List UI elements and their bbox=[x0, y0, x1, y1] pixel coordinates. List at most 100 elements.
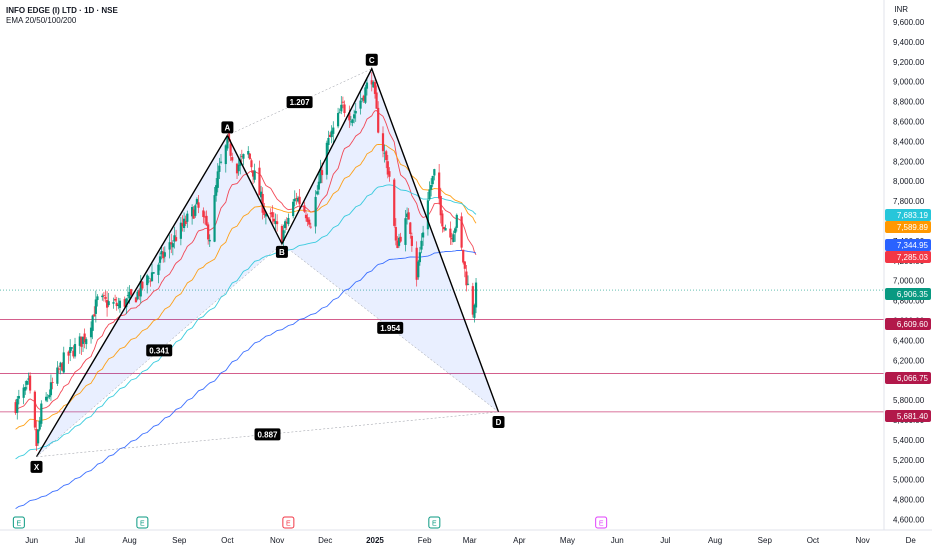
candle-body bbox=[134, 297, 138, 303]
time-axis[interactable]: Jun Jul Aug Sep Oct Nov Dec 2025 Feb Mar Apr May Jun… bbox=[0, 529, 932, 545]
earnings-event-badge bbox=[136, 516, 149, 529]
candle-body bbox=[80, 336, 83, 347]
earnings-event-label: E bbox=[432, 521, 437, 528]
price-tick-label: 8,000.00 bbox=[893, 177, 925, 186]
candle-body bbox=[314, 196, 317, 227]
candle-body bbox=[91, 315, 94, 331]
candle-body bbox=[442, 227, 446, 230]
candle-body bbox=[218, 165, 221, 172]
candle-body bbox=[35, 428, 38, 447]
candle-body bbox=[235, 163, 239, 174]
candle-body bbox=[474, 282, 478, 308]
candle-body bbox=[361, 98, 364, 100]
price-tick-label: 5,800.00 bbox=[893, 396, 925, 405]
time-tick-label: Feb bbox=[418, 536, 432, 545]
pattern-ratio-bg bbox=[377, 321, 404, 334]
candle-body bbox=[259, 191, 263, 198]
candle-body bbox=[186, 213, 189, 222]
candle-body bbox=[152, 272, 155, 274]
price-tick-label: 5,200.00 bbox=[893, 456, 925, 465]
price-markers: 7,683.19 7,589.89 7,344.95 7,285.03 6,906.35… bbox=[885, 209, 931, 422]
candle-body bbox=[107, 301, 110, 306]
candle-body bbox=[276, 221, 279, 225]
candle-body bbox=[173, 235, 176, 242]
pattern-point-badge bbox=[221, 121, 234, 134]
price-marker: 6,066.75 bbox=[885, 372, 931, 384]
earnings-event-badge bbox=[282, 516, 295, 529]
candle-body bbox=[139, 281, 142, 297]
price-tick-label: 6,200.00 bbox=[893, 356, 925, 365]
price-tick-label: 9,000.00 bbox=[893, 78, 925, 87]
candle-body bbox=[203, 216, 207, 218]
candle-body bbox=[24, 386, 27, 391]
time-tick-label: 2025 bbox=[366, 536, 384, 545]
candle-body bbox=[397, 237, 401, 246]
candle-body bbox=[205, 215, 208, 226]
pattern-ratio-bg bbox=[146, 344, 173, 357]
price-marker-label: 6,906.35 bbox=[897, 290, 929, 299]
candle-body bbox=[409, 222, 412, 234]
pattern-ratio-line bbox=[227, 68, 372, 136]
time-tick-label: Jul bbox=[75, 536, 85, 545]
candle-body bbox=[184, 220, 187, 224]
candle-body bbox=[471, 286, 474, 315]
candle-body bbox=[112, 302, 115, 304]
candle-body bbox=[118, 300, 122, 308]
candle-body bbox=[433, 169, 436, 176]
candle-body bbox=[258, 167, 261, 196]
candle-body bbox=[163, 252, 166, 257]
candle-body bbox=[332, 127, 335, 134]
candle-body bbox=[115, 302, 118, 307]
candle-body bbox=[422, 232, 425, 238]
price-tick-label: 9,200.00 bbox=[893, 58, 925, 67]
earnings-event-label: E bbox=[286, 521, 291, 528]
price-marker-bg bbox=[885, 221, 931, 233]
candle-body bbox=[114, 299, 117, 301]
candle-body bbox=[192, 209, 195, 219]
time-tick-label: May bbox=[560, 536, 575, 545]
candle-body bbox=[250, 160, 253, 168]
candle-body bbox=[216, 171, 219, 188]
price-marker-bg bbox=[885, 239, 931, 251]
pattern-point-label: X bbox=[34, 463, 40, 472]
candle-body bbox=[248, 153, 251, 160]
pattern-xab-fill bbox=[36, 135, 282, 457]
candle-body bbox=[292, 201, 295, 217]
candle-body bbox=[365, 82, 369, 89]
candle-body bbox=[46, 397, 49, 399]
candle-body bbox=[473, 305, 476, 318]
candle-body bbox=[117, 304, 120, 306]
price-axis[interactable]: 4,600.00 4,800.00 5,000.00 5,200.00 5,400.00… bbox=[883, 0, 925, 530]
candle-body bbox=[213, 195, 216, 242]
time-tick-label: Nov bbox=[856, 536, 870, 545]
candle-body bbox=[96, 296, 99, 301]
candle-body bbox=[349, 121, 353, 123]
candle-body bbox=[444, 228, 447, 231]
candle-body bbox=[418, 252, 421, 263]
price-marker: 6,609.60 bbox=[885, 318, 931, 330]
earnings-event-marker: E bbox=[136, 516, 149, 529]
time-tick-label: Sep bbox=[758, 536, 773, 545]
candle-body bbox=[430, 184, 433, 190]
candle-body bbox=[219, 161, 223, 163]
candle-body bbox=[383, 152, 386, 154]
symbol-title[interactable]: INFO EDGE (I) LTD · 1D · NSE bbox=[6, 6, 118, 15]
candle-body bbox=[393, 179, 396, 226]
candle-body bbox=[146, 275, 149, 286]
candle-body bbox=[171, 243, 174, 248]
pattern-point-badge bbox=[275, 245, 288, 258]
candle-body bbox=[282, 230, 285, 242]
candle-body bbox=[28, 375, 32, 391]
earnings-event-marker: E bbox=[282, 516, 295, 529]
candle-body bbox=[317, 181, 320, 190]
indicator-legend[interactable]: EMA 20/50/100/200 bbox=[6, 16, 77, 25]
candle-body bbox=[81, 336, 85, 344]
ema100-line bbox=[15, 184, 477, 460]
candle-body bbox=[341, 101, 344, 103]
price-marker: 7,683.19 bbox=[885, 209, 931, 221]
candle-body bbox=[202, 210, 205, 218]
candle-body bbox=[364, 87, 367, 103]
candle-body bbox=[449, 228, 452, 238]
